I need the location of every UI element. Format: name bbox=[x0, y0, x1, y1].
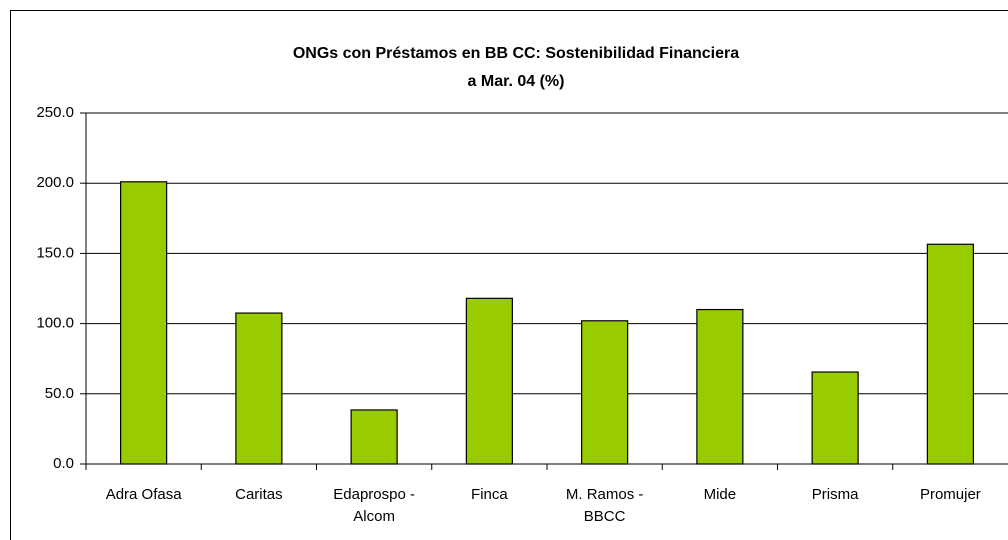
chart-frame bbox=[10, 10, 1008, 540]
y-tick-label: 150.0 bbox=[36, 244, 74, 261]
y-tick-label: 200.0 bbox=[36, 174, 74, 191]
bar bbox=[465, 297, 513, 465]
bar bbox=[350, 409, 398, 465]
bar bbox=[926, 243, 974, 465]
x-tick-label: Mide bbox=[703, 486, 737, 503]
y-tick-label: 250.0 bbox=[36, 104, 74, 121]
x-tick-label: Prisma bbox=[811, 486, 859, 503]
x-tick-label: M. Ramos - BBCC bbox=[565, 486, 644, 525]
y-tick-label: 50.0 bbox=[45, 385, 74, 402]
bar bbox=[581, 320, 629, 465]
bar bbox=[120, 181, 168, 465]
x-tick-label: Adra Ofasa bbox=[105, 486, 182, 503]
chart-subtitle: a Mar. 04 (%) bbox=[468, 73, 565, 90]
y-tick-label: 100.0 bbox=[36, 315, 74, 332]
chart-title: ONGs con Préstamos en BB CC: Sostenibili… bbox=[293, 45, 739, 62]
x-tick-label: Caritas bbox=[235, 486, 283, 503]
x-tick-label: Finca bbox=[471, 486, 508, 503]
bar bbox=[235, 312, 283, 465]
y-tick-label: 0.0 bbox=[53, 455, 74, 472]
x-tick-label: Promujer bbox=[919, 486, 981, 503]
bar bbox=[811, 371, 859, 465]
bar bbox=[696, 308, 744, 465]
x-tick-label: Edaprospo - Alcom bbox=[333, 486, 415, 525]
